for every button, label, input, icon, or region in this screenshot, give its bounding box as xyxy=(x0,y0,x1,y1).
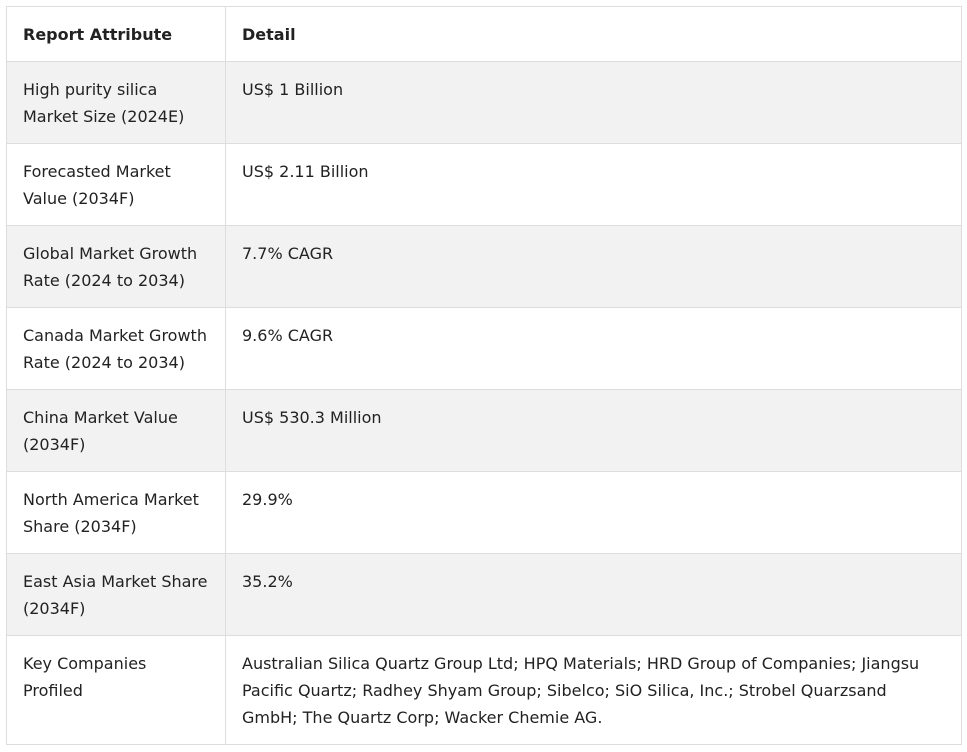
attribute-cell: Global Market Growth Rate (2024 to 2034) xyxy=(6,225,226,308)
table-row: Forecasted Market Value (2034F) US$ 2.11… xyxy=(6,143,962,226)
attribute-cell: East Asia Market Share (2034F) xyxy=(6,553,226,636)
attribute-cell: Forecasted Market Value (2034F) xyxy=(6,143,226,226)
detail-cell: 7.7% CAGR xyxy=(225,225,962,308)
table-row: East Asia Market Share (2034F) 35.2% xyxy=(6,553,962,636)
detail-cell: 9.6% CAGR xyxy=(225,307,962,390)
attribute-cell: High purity silica Market Size (2024E) xyxy=(6,61,226,144)
detail-cell: US$ 530.3 Million xyxy=(225,389,962,472)
table-row: Canada Market Growth Rate (2024 to 2034)… xyxy=(6,307,962,390)
attribute-cell: North America Market Share (2034F) xyxy=(6,471,226,554)
detail-cell: US$ 2.11 Billion xyxy=(225,143,962,226)
table-row: High purity silica Market Size (2024E) U… xyxy=(6,61,962,144)
detail-cell: 35.2% xyxy=(225,553,962,636)
attribute-cell: Canada Market Growth Rate (2024 to 2034) xyxy=(6,307,226,390)
attribute-cell: China Market Value (2034F) xyxy=(6,389,226,472)
table-header-row: Report Attribute Detail xyxy=(6,6,962,62)
column-header-attribute: Report Attribute xyxy=(6,6,226,62)
attribute-cell: Key Companies Profiled xyxy=(6,635,226,745)
detail-cell: US$ 1 Billion xyxy=(225,61,962,144)
table-row: Global Market Growth Rate (2024 to 2034)… xyxy=(6,225,962,308)
detail-cell: 29.9% xyxy=(225,471,962,554)
table-row: North America Market Share (2034F) 29.9% xyxy=(6,471,962,554)
report-attributes-table: Report Attribute Detail High purity sili… xyxy=(6,6,962,745)
table-row: China Market Value (2034F) US$ 530.3 Mil… xyxy=(6,389,962,472)
detail-cell: Australian Silica Quartz Group Ltd; HPQ … xyxy=(225,635,962,745)
table-row: Key Companies Profiled Australian Silica… xyxy=(6,635,962,745)
column-header-detail: Detail xyxy=(225,6,962,62)
